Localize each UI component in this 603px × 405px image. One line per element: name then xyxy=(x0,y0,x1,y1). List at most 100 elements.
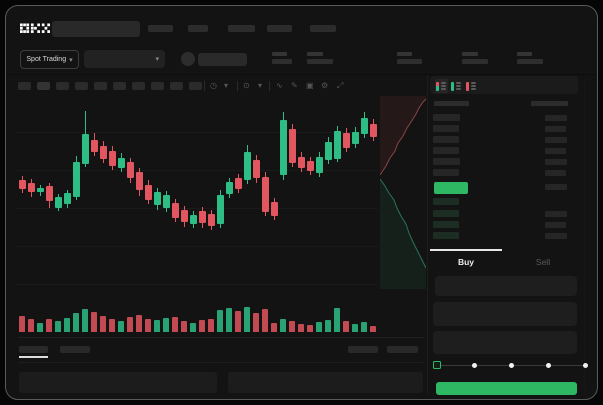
slider-stop-3[interactable] xyxy=(546,363,551,368)
last-price-badge[interactable] xyxy=(434,182,468,194)
candle-body xyxy=(316,157,323,173)
timeframe-button-8[interactable] xyxy=(151,82,164,90)
nav-item-2[interactable] xyxy=(188,25,208,32)
orderbook-col-amount-header xyxy=(531,101,568,106)
avatar[interactable] xyxy=(181,52,195,66)
chart-tool-icon-6[interactable]: ✎ xyxy=(291,81,298,90)
candle-body xyxy=(28,183,35,192)
candle-body xyxy=(262,177,269,212)
volume-bar xyxy=(181,321,187,332)
timeframe-button-9[interactable] xyxy=(170,82,183,90)
timeframe-button-5[interactable] xyxy=(94,82,107,90)
price-field[interactable] xyxy=(435,276,577,296)
ask-row-amount[interactable] xyxy=(545,169,566,176)
slider-stop-1[interactable] xyxy=(472,363,477,368)
volume-bar xyxy=(235,311,241,332)
volume-bar xyxy=(217,310,223,332)
ask-row-amount[interactable] xyxy=(545,147,566,154)
timeframe-button-10[interactable] xyxy=(189,82,202,90)
bid-row-amount[interactable] xyxy=(545,222,566,228)
timeframe-button-1[interactable] xyxy=(18,82,31,90)
bid-row-amount[interactable] xyxy=(545,233,567,239)
bottom-right-tab-2[interactable] xyxy=(387,346,418,353)
ask-row-amount[interactable] xyxy=(545,158,567,165)
amount-field[interactable] xyxy=(433,302,577,326)
orderbook-view-bids-icon[interactable] xyxy=(450,79,463,93)
trade-mode-selector[interactable]: Spot Trading ▾ xyxy=(20,50,79,69)
bid-row-amount[interactable] xyxy=(545,210,567,217)
volume-bar xyxy=(289,321,295,332)
ask-row-amount[interactable] xyxy=(545,114,567,121)
candle-body xyxy=(37,188,44,192)
bottom-right-tab-1[interactable] xyxy=(348,346,378,353)
bid-row-price[interactable] xyxy=(433,198,459,205)
chart-tool-icon-1[interactable]: ◷ xyxy=(210,81,217,90)
chart-tool-icon-5[interactable]: ∿ xyxy=(276,81,283,90)
candle-body xyxy=(19,180,26,189)
pair-selector[interactable]: ▾ xyxy=(84,50,165,68)
volume-bar xyxy=(82,309,88,332)
timeframe-button-4[interactable] xyxy=(75,82,88,90)
slider-stop-4[interactable] xyxy=(583,363,588,368)
volume-bar xyxy=(109,319,115,332)
slider-stop-2[interactable] xyxy=(509,363,514,368)
candle-body xyxy=(154,192,161,205)
chart-tool-icon-2[interactable]: ▾ xyxy=(224,81,229,90)
chart-tool-icon-4[interactable]: ▾ xyxy=(258,81,263,90)
volume-bar xyxy=(64,318,70,332)
header-pill-button[interactable] xyxy=(198,53,247,66)
nav-item-1[interactable] xyxy=(148,25,173,32)
ask-row-price[interactable] xyxy=(433,136,459,143)
candle-body xyxy=(235,178,242,189)
orderbook-view-combined-icon[interactable] xyxy=(435,79,448,93)
timeframe-button-7[interactable] xyxy=(132,82,145,90)
bottom-tab-1[interactable] xyxy=(19,346,48,353)
total-field[interactable] xyxy=(433,331,577,354)
orderbook-view-asks-icon[interactable] xyxy=(465,79,478,93)
slider-handle[interactable] xyxy=(433,361,441,369)
ask-row-amount[interactable] xyxy=(545,125,566,132)
chart-tool-icon-9[interactable]: ⤢ xyxy=(337,81,344,90)
timeframe-button-2[interactable] xyxy=(37,82,50,90)
ask-row-amount[interactable] xyxy=(545,136,567,143)
volume-bar xyxy=(280,319,286,332)
nav-item-3[interactable] xyxy=(228,25,255,32)
ask-row-price[interactable] xyxy=(433,169,459,176)
stat-value-1 xyxy=(272,59,292,64)
stat-label-2 xyxy=(307,52,323,56)
volume-bar xyxy=(262,309,268,332)
ask-row-price[interactable] xyxy=(433,114,460,121)
bottom-tab-2[interactable] xyxy=(60,346,90,353)
timeframe-button-3[interactable] xyxy=(56,82,69,90)
volume-bar xyxy=(361,322,367,332)
chart-tool-icon-7[interactable]: ▣ xyxy=(306,81,314,90)
nav-item-5[interactable] xyxy=(310,25,336,32)
bid-row-price[interactable] xyxy=(433,221,459,228)
bottom-panel-right xyxy=(228,372,423,393)
candle-body xyxy=(334,131,341,159)
buy-submit-button[interactable] xyxy=(436,382,577,395)
chart-tool-icon-8[interactable]: ⚙ xyxy=(321,81,329,90)
candle-body xyxy=(73,162,80,197)
chevron-down-icon: ▾ xyxy=(69,56,73,64)
mid-row-amount xyxy=(545,184,567,190)
volume-bar xyxy=(244,307,250,332)
bid-row-price[interactable] xyxy=(433,232,459,239)
candle-body xyxy=(145,185,152,200)
volume-bar xyxy=(208,319,214,332)
candle-body xyxy=(109,151,116,166)
ask-row-price[interactable] xyxy=(433,158,460,165)
search-input[interactable] xyxy=(52,21,140,37)
tab-sell[interactable]: Sell xyxy=(535,257,551,267)
ask-row-price[interactable] xyxy=(433,147,459,154)
bid-row-price[interactable] xyxy=(433,209,459,217)
tab-buy[interactable]: Buy xyxy=(457,257,475,267)
candle-body xyxy=(352,132,359,144)
orderbook-col-price-header xyxy=(434,101,469,106)
nav-item-4[interactable] xyxy=(267,25,292,32)
volume-bar xyxy=(352,324,358,332)
volume-bar xyxy=(253,313,259,332)
ask-row-price[interactable] xyxy=(433,125,459,132)
chart-tool-icon-3[interactable]: ⊙ xyxy=(243,81,250,90)
timeframe-button-6[interactable] xyxy=(113,82,126,90)
